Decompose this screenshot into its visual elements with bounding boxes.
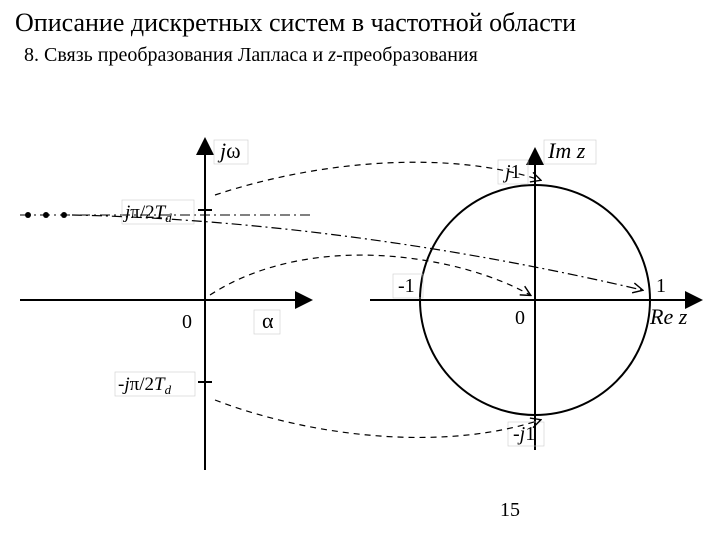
s-plane-origin-label: 0 (182, 311, 192, 333)
mapping-diagram: jω α 0 jπ/2Td -jπ/2Td (0, 80, 720, 500)
page-number: 15 (500, 499, 520, 522)
z-plane: Im z Re z 0 j1 -j1 -1 1 (370, 138, 700, 450)
subtitle-prefix: 8. Связь преобразования Лапласа и (24, 44, 328, 66)
map-curve-top (215, 162, 540, 195)
z-plane-m1-label: -1 (398, 275, 415, 297)
subtitle-suffix: -преобразования (336, 44, 478, 66)
map-curve-origin (210, 255, 530, 295)
z-plane-origin-label: 0 (515, 307, 525, 329)
s-plane-re-label: α (262, 308, 274, 333)
s-plane-upper-tick-label: jπ/2Td (122, 202, 172, 225)
s-plane-im-label: jω (217, 138, 241, 163)
subtitle-z: z (328, 44, 336, 66)
s-plane: jω α 0 jπ/2Td -jπ/2Td (20, 138, 310, 470)
page-subtitle: 8. Связь преобразования Лапласа и z-прео… (24, 44, 478, 67)
map-curve-dashdot (72, 215, 642, 290)
z-plane-im-label: Im z (547, 138, 586, 163)
z-plane-mj1-label: -j1 (513, 423, 535, 445)
z-plane-re-label: Re z (649, 304, 688, 329)
z-plane-1-label: 1 (656, 275, 666, 297)
page-title: Описание дискретных систем в частотной о… (15, 8, 576, 38)
s-plane-lower-tick-label: -jπ/2Td (118, 374, 172, 397)
